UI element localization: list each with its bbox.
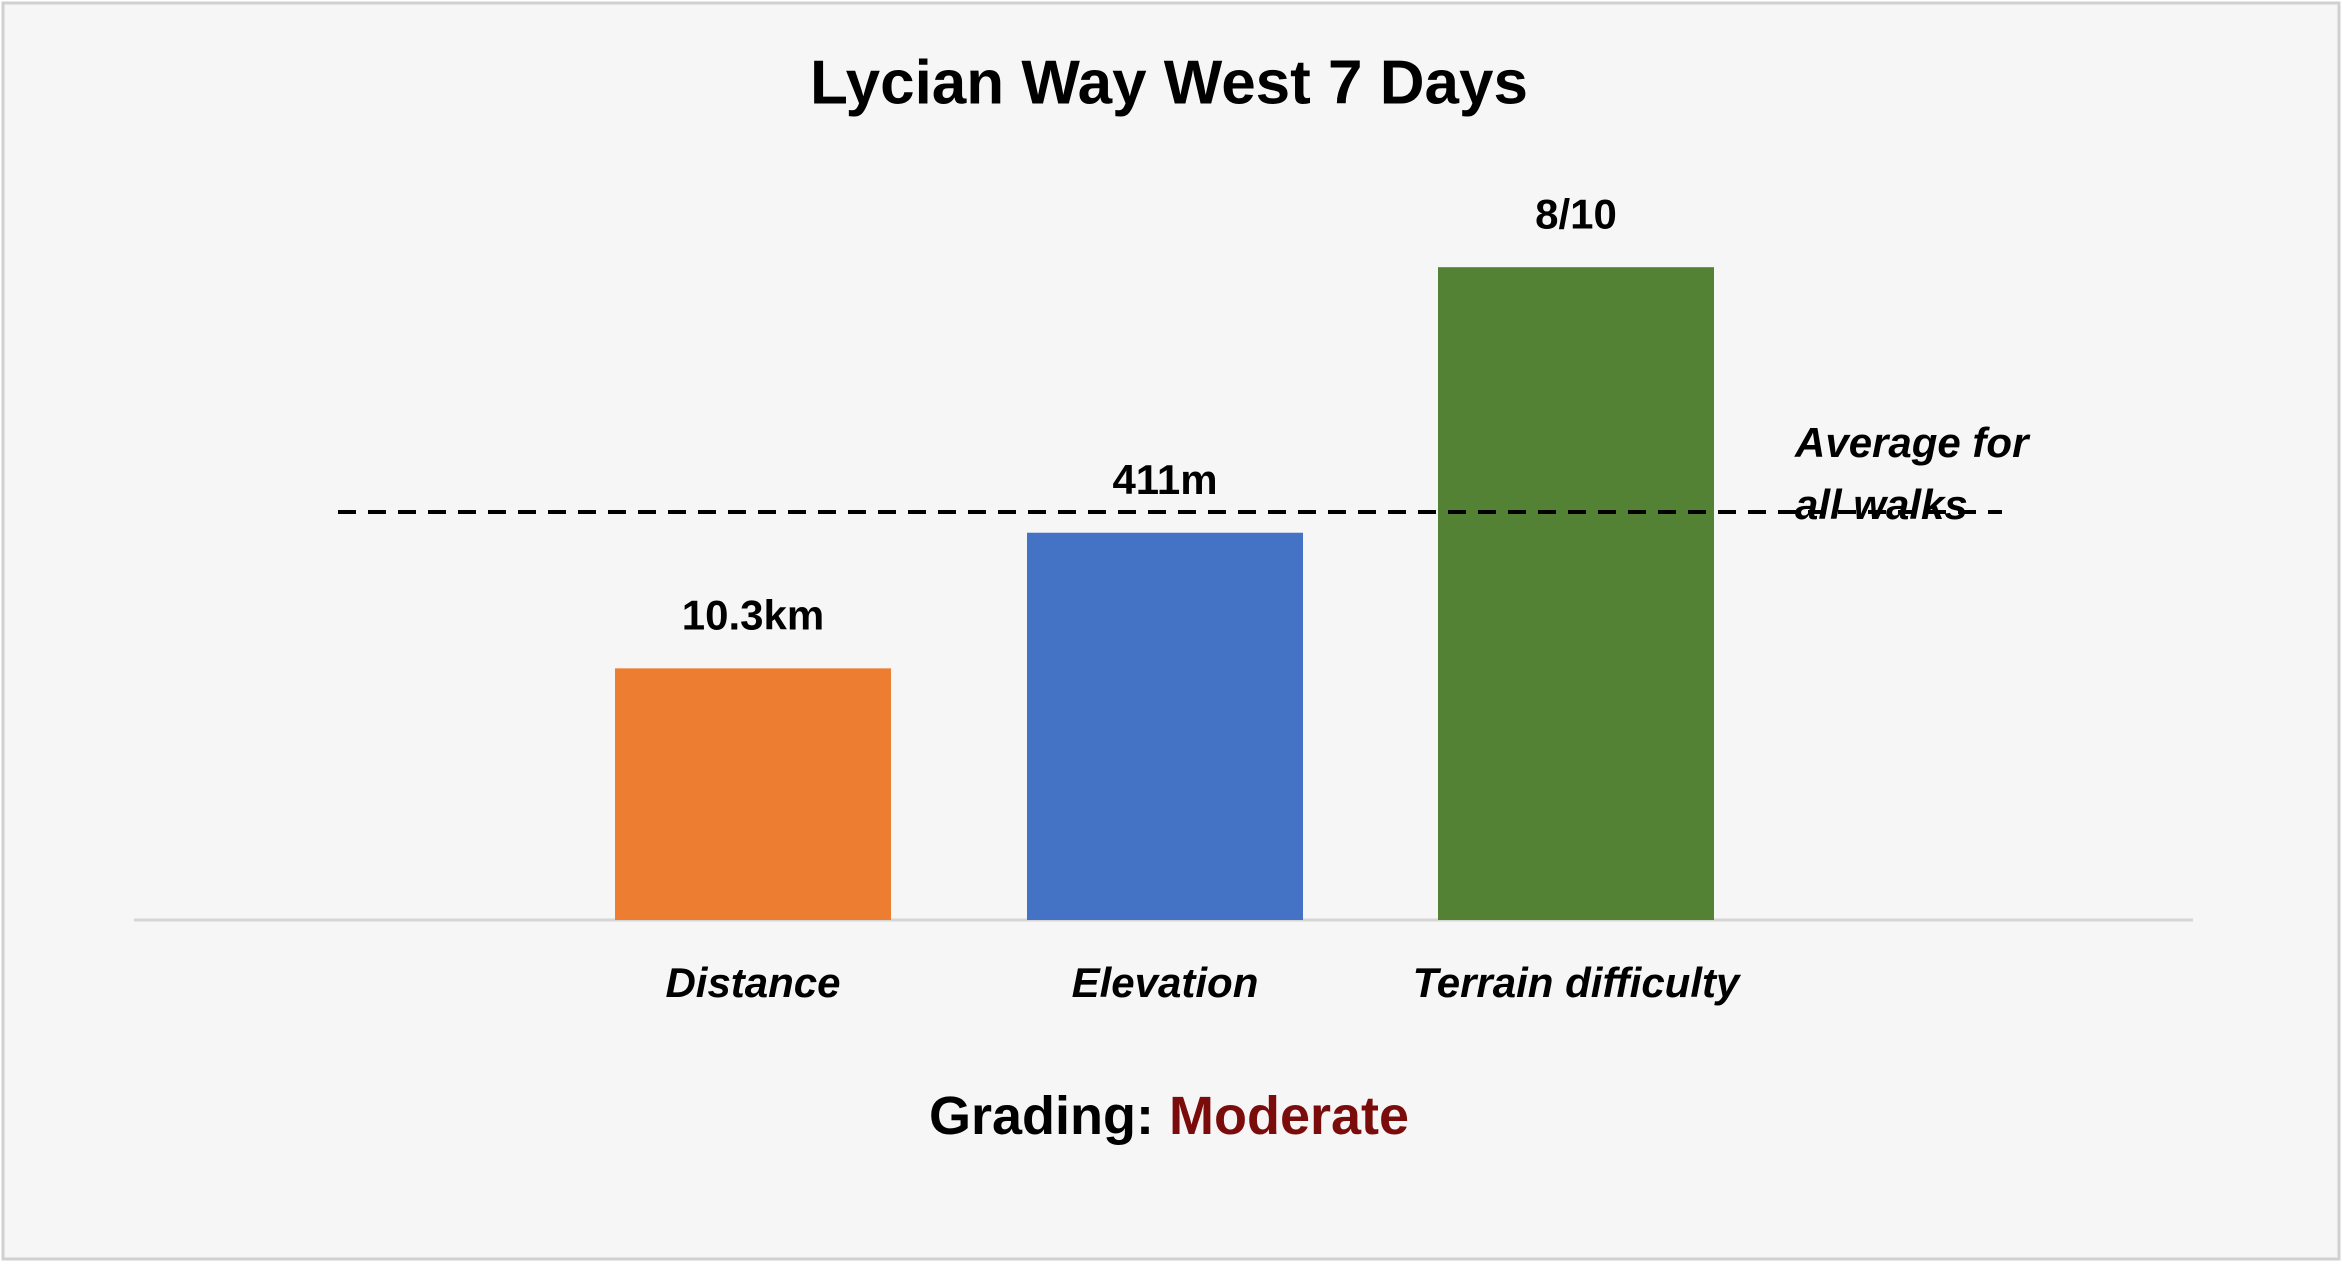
bar bbox=[1438, 267, 1714, 920]
x-tick-label: Elevation bbox=[1072, 959, 1259, 1006]
bar bbox=[1027, 532, 1303, 920]
reference-label: Average for bbox=[1794, 419, 2031, 466]
grading-label: Grading: bbox=[929, 1086, 1154, 1146]
value-label: 8/10 bbox=[1535, 190, 1617, 237]
grading-value: Moderate bbox=[1169, 1086, 1409, 1146]
grading: Grading: Moderate bbox=[929, 1086, 1409, 1146]
bar bbox=[615, 668, 891, 920]
reference-label: all walks bbox=[1795, 481, 1968, 528]
x-tick-label: Distance bbox=[665, 959, 840, 1006]
value-label: 411m bbox=[1112, 456, 1217, 503]
value-label: 10.3km bbox=[682, 591, 824, 638]
chart-title: Lycian Way West 7 Days bbox=[810, 48, 1528, 117]
x-tick-label: Terrain difficulty bbox=[1413, 959, 1742, 1006]
